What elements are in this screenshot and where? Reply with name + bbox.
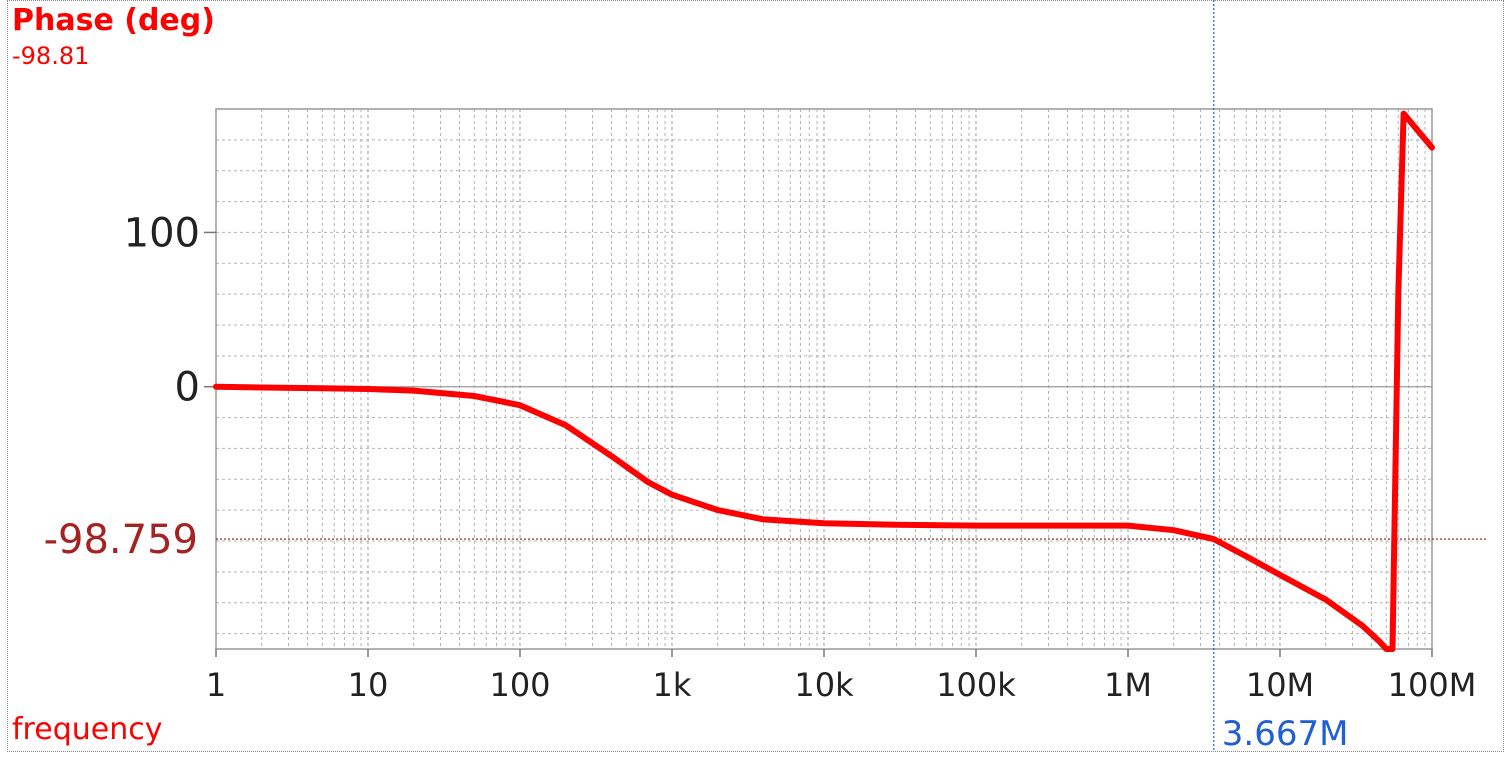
y-cursor-readout: -98.81 [12, 42, 90, 70]
x-tick-label: 100 [489, 666, 550, 704]
cursor-x-label: 3.667M [1222, 714, 1349, 754]
y-tick-label: 100 [124, 210, 200, 256]
phase-series-line [213, 110, 1435, 652]
x-tick-label: 1 [206, 666, 226, 704]
x-tick-label: 10M [1246, 666, 1314, 704]
x-tick-label: 1M [1104, 666, 1152, 704]
plot-frame [7, 0, 1504, 752]
y-tick-labels: 100 0 [124, 210, 216, 411]
grid [215, 109, 1432, 649]
x-tick-label: 100k [936, 666, 1016, 704]
y-axis-title: Phase (deg) [12, 3, 215, 38]
x-tick-label: 100M [1388, 666, 1477, 704]
y-tick-label: 0 [175, 365, 200, 411]
x-tick-labels: 1 10 100 1k 10k 100k 1M 10M 100M [206, 649, 1477, 704]
x-axis-title: frequency [12, 712, 163, 747]
cursor-y-label: -98.759 [44, 517, 198, 563]
x-tick-label: 1k [653, 666, 692, 704]
series-group [213, 110, 1435, 652]
cursor[interactable]: -98.759 3.667M [44, 0, 1487, 754]
x-tick-label: 10k [794, 666, 854, 704]
x-tick-label: 10 [348, 666, 389, 704]
